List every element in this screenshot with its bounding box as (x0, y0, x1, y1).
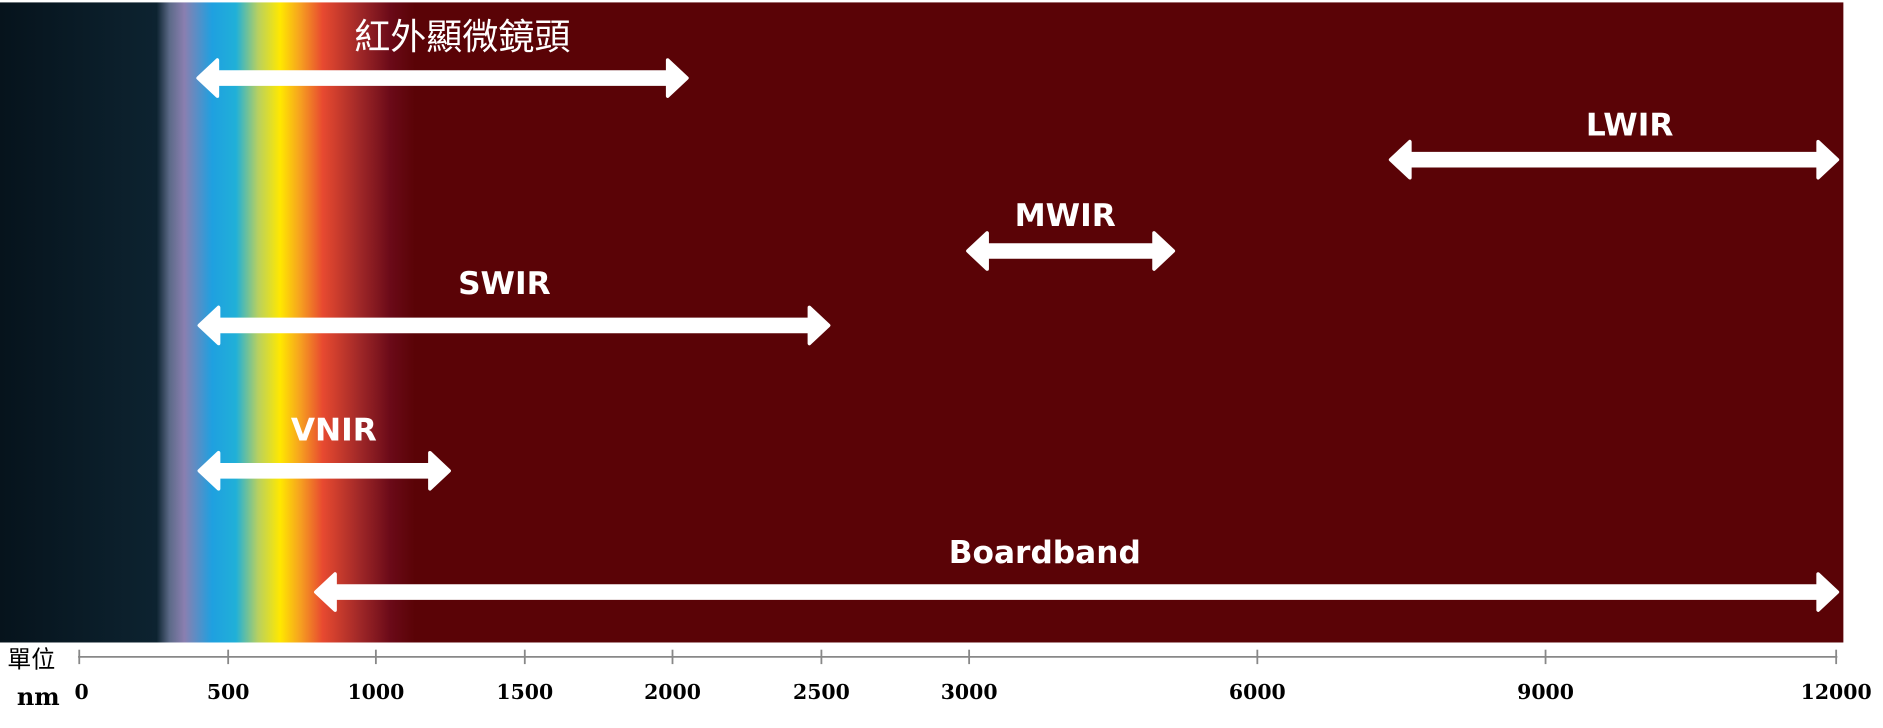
tick-label: 1500 (496, 680, 553, 704)
tick-label: 0 (75, 680, 89, 704)
tick-label: 12000 (1801, 680, 1872, 704)
tick-label: 2500 (793, 680, 850, 704)
band-label: VNIR (291, 413, 377, 449)
tick-label: 3000 (941, 680, 998, 704)
double-arrow (1388, 139, 1840, 180)
band-label: LWIR (1586, 108, 1674, 144)
tick-label: 500 (207, 680, 250, 704)
tick-label: 9000 (1517, 680, 1574, 704)
band-label: SWIR (458, 266, 551, 302)
double-arrow (314, 572, 1840, 612)
double-arrow (196, 58, 689, 98)
unit: nm (17, 682, 60, 711)
tick-label: 1000 (347, 680, 404, 704)
band-label: Boardband (949, 535, 1141, 571)
unit-label: 單位 (7, 646, 55, 674)
arrows (196, 58, 1840, 612)
band-label: 紅外顯微鏡頭 (354, 17, 570, 58)
tick-label: 6000 (1229, 680, 1286, 704)
double-arrow (197, 305, 831, 346)
tick-label: 2000 (644, 680, 701, 704)
double-arrow (966, 231, 1176, 271)
double-arrow (197, 450, 451, 491)
band-label: MWIR (1015, 198, 1116, 234)
